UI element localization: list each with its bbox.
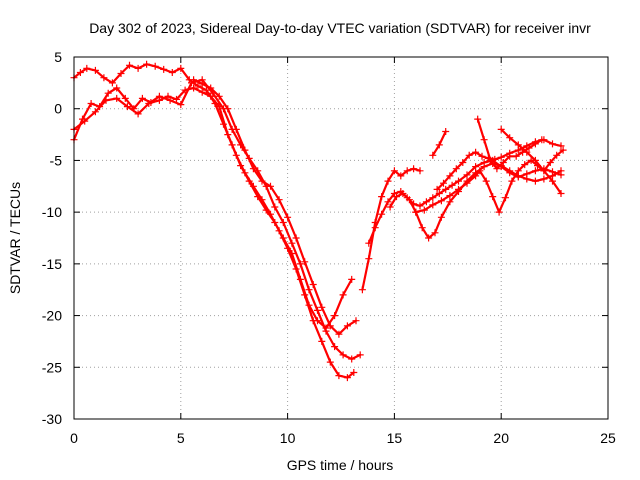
series-line <box>361 167 422 291</box>
series-sat-d <box>190 76 360 338</box>
series-markers <box>497 125 565 197</box>
y-tick-label: -30 <box>42 411 62 427</box>
series-markers <box>358 165 424 294</box>
y-tick-label: 0 <box>54 101 62 117</box>
y-tick-label: -5 <box>50 152 63 168</box>
series-markers <box>70 84 358 382</box>
x-tick-label: 10 <box>280 430 296 446</box>
series-markers <box>474 115 546 173</box>
x-tick-label: 0 <box>70 430 78 446</box>
series-sat-j <box>474 115 546 173</box>
series-line <box>192 78 358 336</box>
x-tick-label: 20 <box>493 430 509 446</box>
plot-frame <box>73 56 609 420</box>
series-sat-c <box>70 76 364 363</box>
series-markers <box>412 146 567 216</box>
x-tick-label: 5 <box>177 430 185 446</box>
x-axis-label: GPS time / hours <box>287 457 394 473</box>
series-line <box>72 86 355 379</box>
y-tick-label: 5 <box>54 49 62 65</box>
y-tick-label: -15 <box>42 256 62 272</box>
series-sat-k <box>497 125 565 197</box>
series-sat-e <box>358 165 424 294</box>
y-tick-label: -20 <box>42 308 62 324</box>
series-markers <box>190 76 360 338</box>
series-sat-l <box>429 128 450 159</box>
x-tick-label: 15 <box>387 430 403 446</box>
series-sat-a <box>70 60 356 332</box>
grid <box>74 57 608 419</box>
chart-title: Day 302 of 2023, Sidereal Day-to-day VTE… <box>89 20 591 36</box>
y-axis-ticks: 5 0 -5 -10 -15 -20 -25 -30 <box>42 49 608 427</box>
series-layer <box>70 60 567 382</box>
series-line <box>500 128 563 195</box>
y-tick-label: -25 <box>42 359 62 375</box>
series-markers <box>429 128 450 159</box>
y-tick-label: -10 <box>42 204 62 220</box>
series-markers <box>70 76 364 363</box>
x-tick-label: 25 <box>600 430 616 446</box>
x-axis-ticks: 0 5 10 15 20 25 <box>70 57 616 446</box>
series-sat-b <box>70 84 358 382</box>
y-axis-label: SDTVAR / TECUs <box>7 182 23 294</box>
series-line <box>72 78 362 361</box>
